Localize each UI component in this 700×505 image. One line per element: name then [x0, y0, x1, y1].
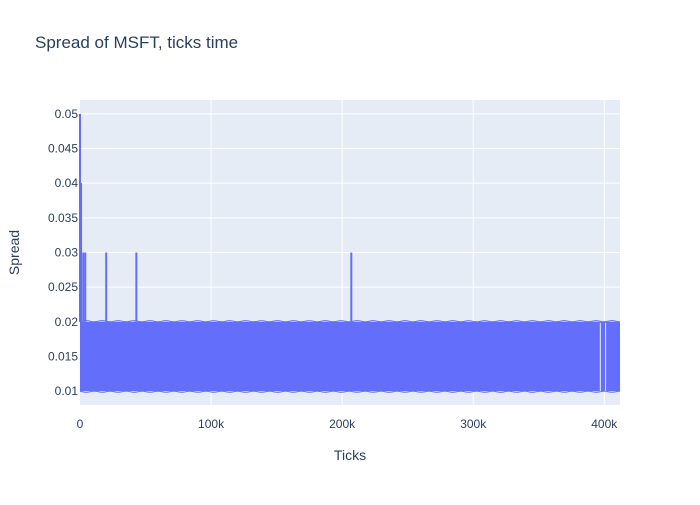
y-axis-label: Spread — [6, 230, 22, 275]
y-tick-label: 0.05 — [55, 107, 79, 121]
y-axis-ticks: 0.01 0.015 0.02 0.025 0.03 0.035 0.04 0.045 0.05 — [48, 107, 78, 398]
y-tick-label: 0.02 — [55, 315, 79, 329]
y-tick-label: 0.045 — [48, 142, 78, 156]
band-bottom-edge — [79, 390, 621, 393]
y-tick-label: 0.01 — [55, 384, 79, 398]
y-tick-label: 0.03 — [55, 246, 79, 260]
x-tick-label: 100k — [198, 417, 225, 431]
x-axis-label: Ticks — [334, 447, 366, 463]
x-axis-ticks: 0 100k 200k 300k 400k — [77, 417, 619, 431]
y-tick-label: 0.025 — [48, 280, 78, 294]
band-top-edge — [79, 320, 621, 323]
y-tick-label: 0.035 — [48, 211, 78, 225]
x-tick-label: 300k — [460, 417, 487, 431]
spread-band — [80, 321, 620, 392]
chart-title: Spread of MSFT, ticks time — [35, 33, 239, 52]
series-spread — [79, 113, 621, 393]
x-tick-label: 0 — [77, 417, 84, 431]
y-tick-label: 0.015 — [48, 349, 78, 363]
x-tick-label: 200k — [329, 417, 356, 431]
y-tick-label: 0.04 — [55, 176, 79, 190]
x-tick-label: 400k — [591, 417, 618, 431]
